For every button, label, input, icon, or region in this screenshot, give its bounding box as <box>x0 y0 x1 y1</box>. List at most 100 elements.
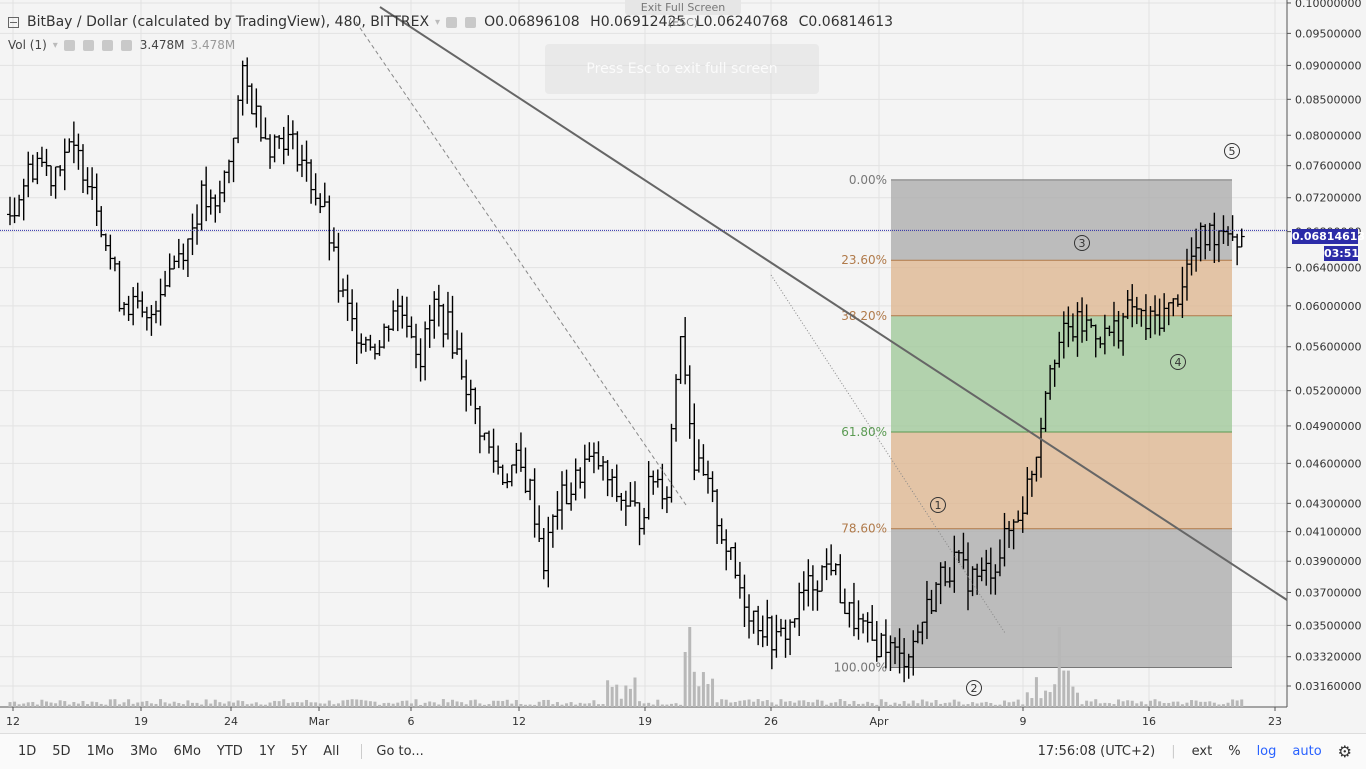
x-tick-label: 9 <box>1020 715 1027 728</box>
volume-label[interactable]: Vol (1) <box>8 38 47 52</box>
volume-bar <box>300 702 304 707</box>
volume-bar <box>31 701 35 707</box>
symbol-title[interactable]: BitBay / Dollar (calculated by TradingVi… <box>27 14 430 30</box>
range-button[interactable]: 5Y <box>291 744 308 759</box>
volume-bar <box>802 700 806 707</box>
volume-bar <box>574 704 578 707</box>
volume-bar <box>514 700 518 707</box>
volume-bar <box>95 702 99 707</box>
range-button[interactable]: All <box>323 744 340 759</box>
eye-icon[interactable] <box>63 39 75 51</box>
volume-bar <box>893 702 897 707</box>
range-button[interactable]: 1Y <box>258 744 276 759</box>
eye-icon[interactable] <box>446 16 458 28</box>
range-button[interactable]: 5D <box>52 744 71 759</box>
volume-bar <box>1162 702 1166 707</box>
range-button[interactable]: 3Mo <box>130 744 158 759</box>
volume-bar <box>679 704 683 707</box>
range-button[interactable]: 6Mo <box>173 744 201 759</box>
volume-bar <box>660 704 664 707</box>
volume-bar <box>26 702 30 707</box>
volume-bar <box>998 704 1002 707</box>
volume-bar <box>784 701 788 707</box>
volume-bar <box>391 703 395 707</box>
volume-bar <box>838 699 842 707</box>
volume-bar <box>218 702 222 707</box>
volume-bar <box>565 703 569 707</box>
ext-toggle[interactable]: ext <box>1191 744 1213 759</box>
fib-zone <box>891 528 1232 668</box>
volume-bar <box>1158 701 1162 707</box>
volume-bar <box>63 701 67 707</box>
volume-bar <box>1048 692 1052 707</box>
volume-bar <box>610 686 614 707</box>
volume-bar <box>1148 700 1152 707</box>
settings-small-icon[interactable] <box>82 39 94 51</box>
volume-bar <box>1194 700 1198 707</box>
y-tick-label: 0.08000000 <box>1295 129 1361 142</box>
volume-bar <box>770 702 774 707</box>
volume-bar <box>113 699 117 707</box>
volume-bar <box>86 704 90 707</box>
volume-bar <box>40 699 44 707</box>
volume-bar <box>788 701 792 707</box>
fib-zone <box>891 260 1232 316</box>
chevron-down-icon[interactable]: ▾ <box>52 39 58 51</box>
range-button[interactable]: YTD <box>216 744 243 759</box>
volume-bar <box>432 702 436 707</box>
volume-bar <box>149 703 153 707</box>
volume-bar <box>1167 702 1171 707</box>
volume-bar <box>241 701 245 707</box>
volume-bar <box>209 703 213 707</box>
volume-bar <box>519 703 523 707</box>
collapse-icon[interactable] <box>8 16 19 28</box>
volume-bar <box>820 700 824 707</box>
volume-bar <box>181 704 185 707</box>
wave-label: 4 <box>1175 356 1182 369</box>
volume-bar <box>1144 704 1148 707</box>
y-tick-label: 0.05200000 <box>1295 385 1361 398</box>
volume-bar <box>323 703 327 707</box>
volume-bar <box>806 701 810 707</box>
clock-time[interactable]: 17:56:08 (UTC+2) <box>1037 744 1156 759</box>
plus-icon[interactable] <box>101 39 113 51</box>
volume-bar <box>943 702 947 707</box>
volume-bar <box>583 703 587 707</box>
settings-small-icon[interactable] <box>465 16 477 28</box>
volume-value-ma: 3.478M <box>190 38 236 52</box>
range-button[interactable]: 1D <box>18 744 37 759</box>
range-button[interactable]: 1Mo <box>86 744 115 759</box>
volume-bar <box>482 704 486 707</box>
volume-bar <box>72 702 76 707</box>
trend-line-dotted <box>770 274 1006 634</box>
volume-bar <box>797 700 801 707</box>
volume-bar <box>1139 701 1143 707</box>
volume-bar <box>1007 702 1011 707</box>
goto-button[interactable]: Go to... <box>361 744 424 759</box>
exit-fullscreen-overlay: Press Esc to exit full screen <box>545 44 819 94</box>
volume-bar <box>920 699 924 707</box>
gear-icon[interactable]: ⚙ <box>1337 742 1352 761</box>
volume-bar <box>346 699 350 707</box>
volume-bar <box>245 704 249 707</box>
symbol-legend: BitBay / Dollar (calculated by TradingVi… <box>8 14 899 30</box>
volume-bar <box>706 684 710 707</box>
volume-bar <box>341 700 345 707</box>
auto-toggle[interactable]: auto <box>1292 744 1322 759</box>
volume-legend: Vol (1) ▾ 3.478M 3.478M <box>8 38 235 52</box>
volume-bar <box>523 704 527 707</box>
volume-bar <box>441 699 445 707</box>
log-toggle[interactable]: log <box>1256 744 1277 759</box>
y-tick-label: 0.07200000 <box>1295 192 1361 205</box>
volume-bar <box>236 700 240 707</box>
volume-bar <box>624 685 628 707</box>
fib-level-label: 61.80% <box>841 425 887 439</box>
chevron-down-icon[interactable]: ▾ <box>435 16 441 28</box>
close-icon[interactable] <box>120 39 132 51</box>
percent-toggle[interactable]: % <box>1228 744 1241 759</box>
volume-bar <box>259 704 263 707</box>
volume-bar <box>1030 698 1034 707</box>
price-bars <box>7 57 1245 683</box>
volume-bar <box>1130 700 1134 707</box>
